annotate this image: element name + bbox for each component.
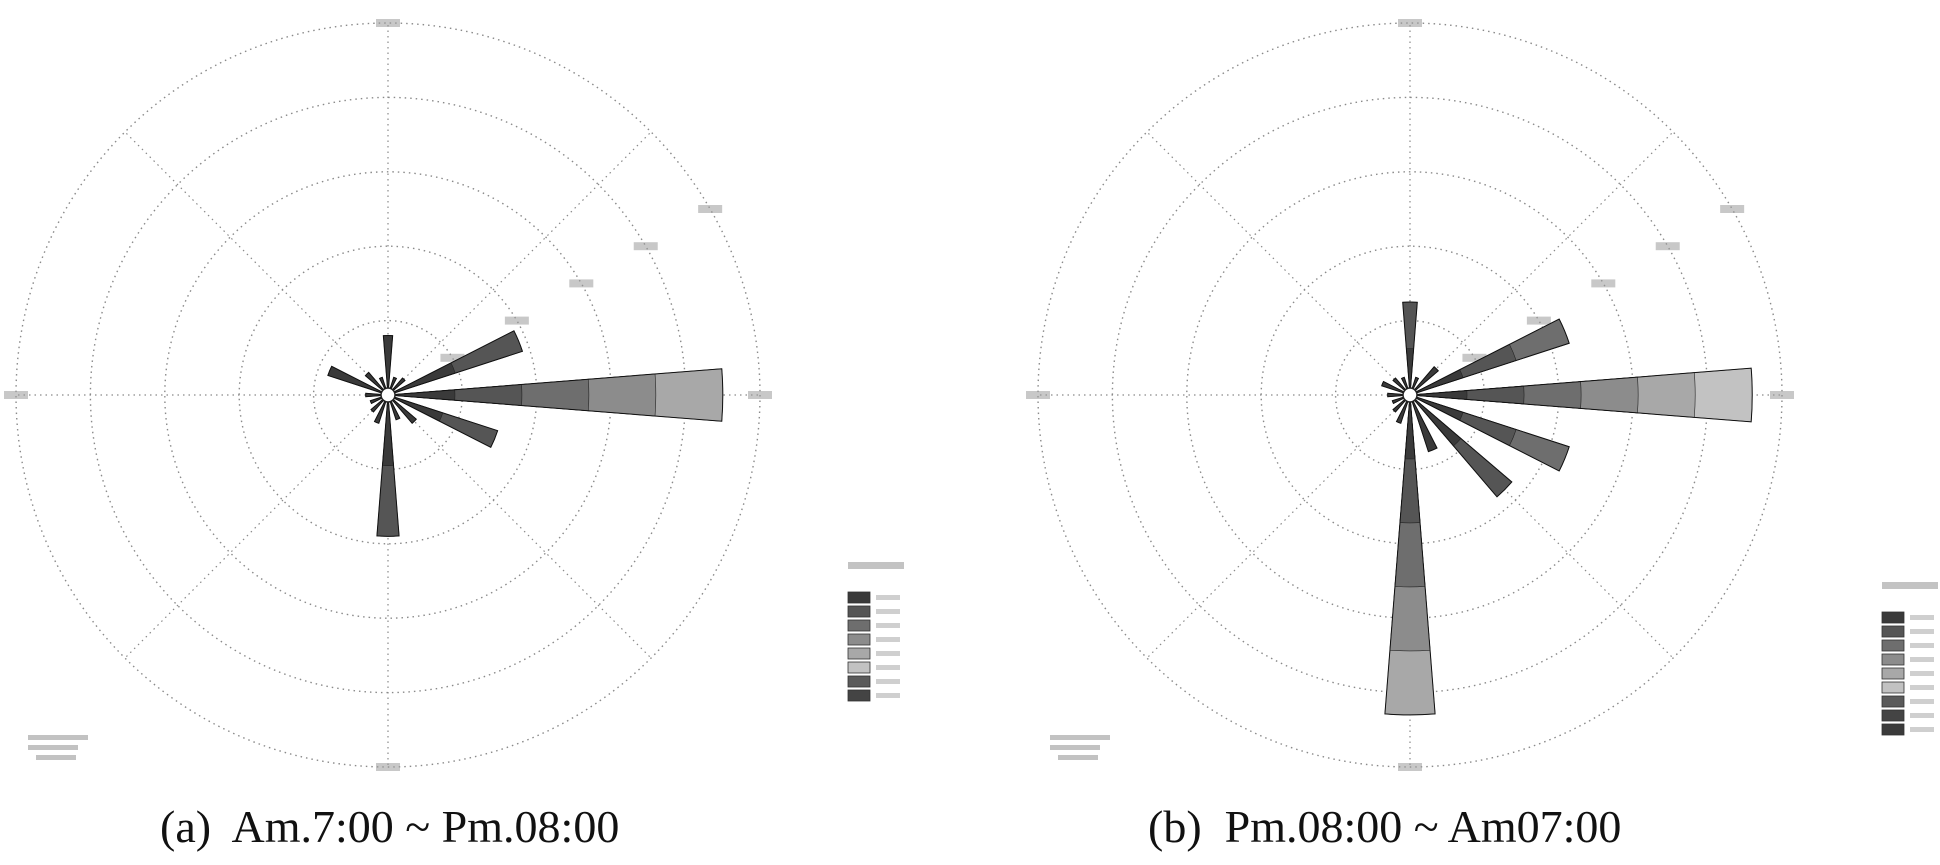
legend-label-mark [1910,727,1934,732]
legend-label-mark [876,693,900,698]
grid-spoke [124,394,389,659]
legend-swatch [1881,695,1905,708]
ring-label-mark [1655,242,1680,251]
ring-label-mark [633,242,658,251]
wind-rose-a [4,19,772,771]
ring-label-mark [440,353,465,362]
legend-swatch [1881,723,1905,736]
petal-67.5 [1409,318,1570,396]
petal-90 [1409,367,1753,423]
petal-0 [1402,301,1418,396]
rose-center [380,387,396,403]
ring-label-mark [748,391,772,399]
grid-spoke [387,394,652,659]
legend-label-mark [876,679,900,684]
legend-swatch [847,647,871,660]
legend-swatch [1881,639,1905,652]
legend-swatch [1881,611,1905,624]
corner-annotation-mark [28,735,88,760]
legend-label-mark [1910,657,1934,662]
petal-135 [387,394,417,424]
legend-label-mark [876,623,900,628]
legend-label-mark [1910,671,1934,676]
ring-label-mark [1462,353,1487,362]
petal-180 [376,394,400,537]
petal-67.5 [387,330,524,396]
legend-label-mark [876,595,900,600]
legend-swatch [1881,667,1905,680]
petal-135 [1409,394,1513,498]
petal-45 [1409,366,1439,396]
legend-swatch [1881,681,1905,694]
legend-swatch [847,619,871,632]
legend-swatch [847,633,871,646]
petal-292.5 [1381,380,1411,396]
petal-202.5 [373,394,389,424]
grid-spoke [1146,131,1411,396]
legend-label-mark [1910,643,1934,648]
ring-label-mark [376,19,400,27]
legend-b [1881,582,1938,736]
legend-swatch [847,591,871,604]
legend-label-mark [876,609,900,614]
ring-label-mark [1591,279,1616,288]
petal-292.5 [327,365,389,396]
petal-270 [365,392,389,398]
petal-157.5 [1409,394,1438,453]
legend-header-mark [1882,582,1938,589]
grid-spoke [1409,131,1674,396]
petal-202.5 [1395,394,1411,424]
ring-label-mark [1398,19,1422,27]
ring-label-mark [698,205,723,213]
petal-315 [364,371,389,396]
rose-center [1402,387,1418,403]
petal-90 [387,368,724,422]
legend-label-mark [1910,713,1934,718]
wind-rose-b [1026,19,1794,771]
ring-label-mark [1720,205,1745,213]
ring-label-mark [504,316,529,325]
grid-spoke [387,131,652,396]
legend-label-mark [1910,685,1934,690]
ring-label-mark [1770,391,1794,399]
ring-label-mark [376,763,400,771]
ring-label-mark [569,279,594,288]
legend-swatch [1881,625,1905,638]
petal-112.5 [1409,394,1570,472]
ring-label-mark [1026,391,1050,399]
legend-label-mark [1910,699,1934,704]
grid-spoke [1146,394,1411,659]
legend-header-mark [848,562,904,569]
grid-ring [1186,171,1634,619]
legend-label-mark [876,665,900,670]
legend-label-mark [876,651,900,656]
legend-swatch [847,605,871,618]
legend-label-mark [1910,629,1934,634]
legend-swatch [847,661,871,674]
legend-swatch [847,675,871,688]
grid-spoke [124,131,389,396]
caption-a: (a) Am.7:00 ~ Pm.08:00 [160,801,620,852]
legend-label-mark [876,637,900,642]
legend-swatch [1881,709,1905,722]
caption-b: (b) Pm.08:00 ~ Am07:00 [1148,801,1622,852]
petal-270 [1387,392,1411,398]
legend-a [847,562,904,702]
ring-label-mark [1526,316,1551,325]
ring-label-mark [1398,763,1422,771]
legend-label-mark [1910,615,1934,620]
petal-112.5 [387,394,499,449]
petal-0 [382,334,394,396]
legend-swatch [847,689,871,702]
ring-label-mark [4,391,28,399]
petal-180 [1384,394,1436,716]
legend-swatch [1881,653,1905,666]
corner-annotation-mark [1050,735,1110,760]
